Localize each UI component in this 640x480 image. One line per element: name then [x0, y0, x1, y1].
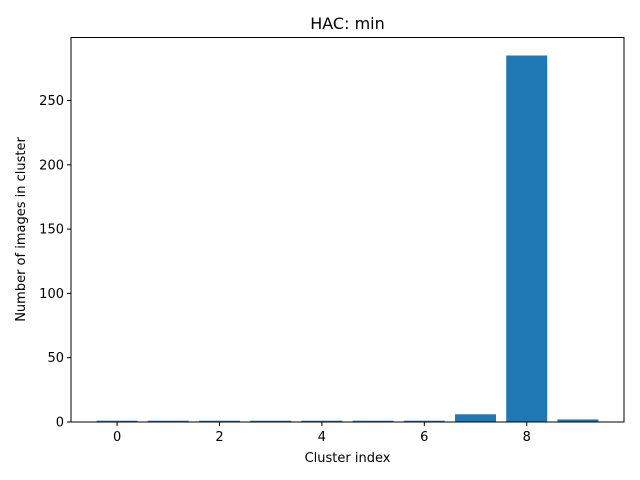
y-tick-label: 150 — [39, 223, 64, 238]
y-axis-label: Number of images in cluster — [14, 137, 29, 322]
y-axis-ticks: 0 50 100 150 200 250 — [39, 94, 71, 431]
bar-cluster-1 — [147, 420, 189, 422]
bars-group — [96, 55, 599, 422]
bar-cluster-9 — [557, 419, 599, 422]
y-tick-label: 100 — [39, 287, 64, 302]
bar-cluster-5 — [352, 420, 394, 422]
axes-frame — [70, 37, 625, 423]
bar-cluster-0 — [96, 420, 138, 422]
bar-cluster-7 — [455, 414, 496, 422]
x-axis-label: Cluster index — [305, 451, 391, 466]
y-tick-label: 50 — [47, 351, 64, 366]
y-tick-label: 200 — [39, 158, 64, 173]
bar-cluster-8 — [506, 55, 548, 422]
x-tick-label: 6 — [420, 430, 428, 445]
x-tick-label: 4 — [318, 430, 326, 445]
chart-title: HAC: min — [310, 14, 385, 33]
x-axis-ticks: 0 2 4 6 8 — [113, 422, 531, 445]
bar-cluster-4 — [301, 420, 343, 422]
bar-cluster-3 — [250, 420, 292, 422]
x-tick-label: 0 — [113, 430, 121, 445]
bar-cluster-6 — [403, 420, 445, 422]
y-tick-label: 0 — [56, 416, 64, 431]
bar-cluster-2 — [199, 420, 240, 422]
x-tick-label: 2 — [215, 430, 223, 445]
y-tick-label: 250 — [39, 94, 64, 109]
x-tick-label: 8 — [523, 430, 531, 445]
